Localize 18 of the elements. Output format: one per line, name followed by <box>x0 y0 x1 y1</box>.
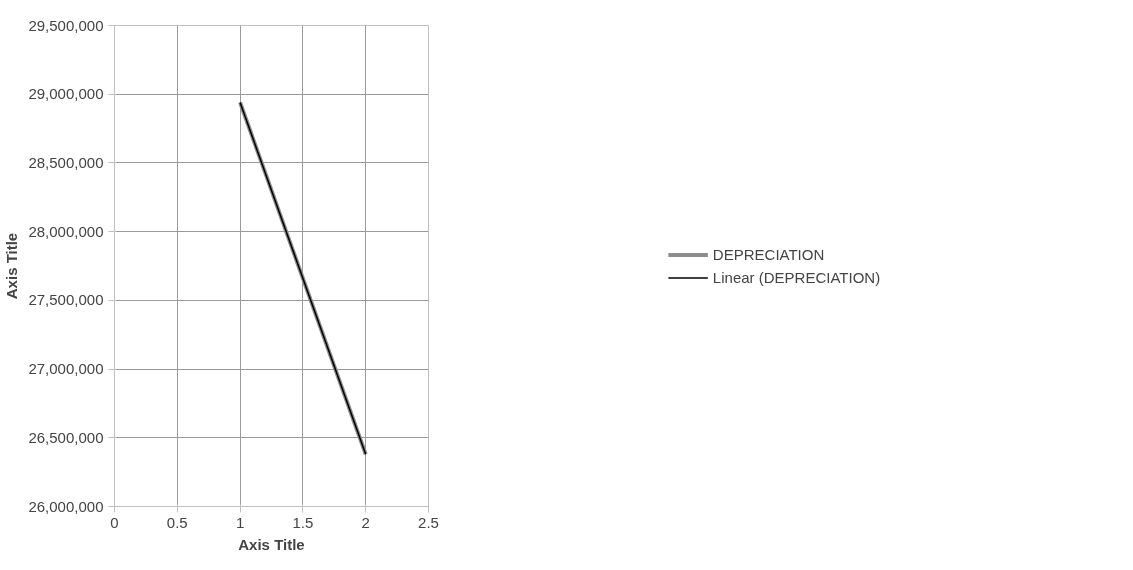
x-tick-label: 0 <box>110 513 119 531</box>
legend-label: Linear (DEPRECIATION) <box>712 268 881 286</box>
x-tick-label: 1.5 <box>292 513 314 531</box>
x-tick-label: 0.5 <box>166 513 188 531</box>
y-tick-label: 29,500,000 <box>28 16 104 34</box>
x-axis-title: Axis Title <box>238 535 305 553</box>
y-tick-label: 28,500,000 <box>28 153 104 171</box>
x-tick-label: 1 <box>235 513 245 531</box>
y-tick-label: 27,500,000 <box>28 291 104 309</box>
x-tick-label: 2.5 <box>418 513 439 531</box>
y-tick-label: 26,500,000 <box>28 428 104 446</box>
legend-label: DEPRECIATION <box>712 245 825 263</box>
y-axis-title: Axis Title <box>3 232 21 300</box>
y-tick-label: 29,000,000 <box>28 85 104 103</box>
y-tick-label: 26,000,000 <box>28 497 104 515</box>
y-tick-label: 27,000,000 <box>28 360 104 378</box>
x-tick-label: 2 <box>361 513 370 531</box>
y-tick-label: 28,000,000 <box>28 222 104 240</box>
